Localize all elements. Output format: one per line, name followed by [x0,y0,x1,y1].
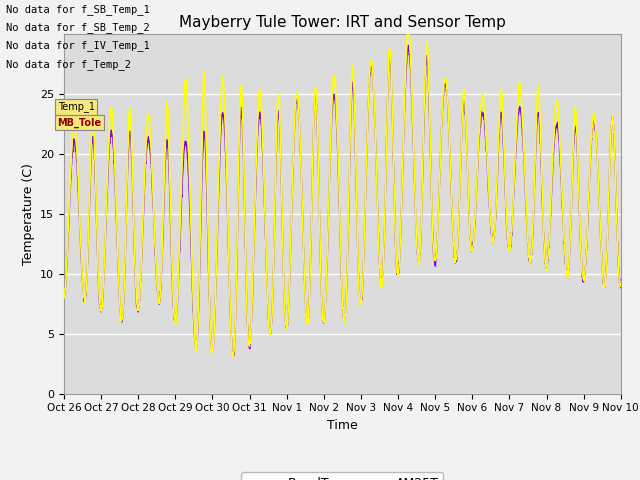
Title: Mayberry Tule Tower: IRT and Sensor Temp: Mayberry Tule Tower: IRT and Sensor Temp [179,15,506,30]
Text: No data for f_IV_Temp_1: No data for f_IV_Temp_1 [6,40,150,51]
X-axis label: Time: Time [327,419,358,432]
Y-axis label: Temperature (C): Temperature (C) [22,163,35,264]
Text: Temp_1: Temp_1 [58,101,95,112]
Text: MB_Tole: MB_Tole [58,118,102,128]
Text: No data for f_SB_Temp_2: No data for f_SB_Temp_2 [6,22,150,33]
Text: No data for f_Temp_2: No data for f_Temp_2 [6,59,131,70]
Legend: PanelT, AM25T: PanelT, AM25T [241,472,444,480]
Text: No data for f_SB_Temp_1: No data for f_SB_Temp_1 [6,4,150,15]
